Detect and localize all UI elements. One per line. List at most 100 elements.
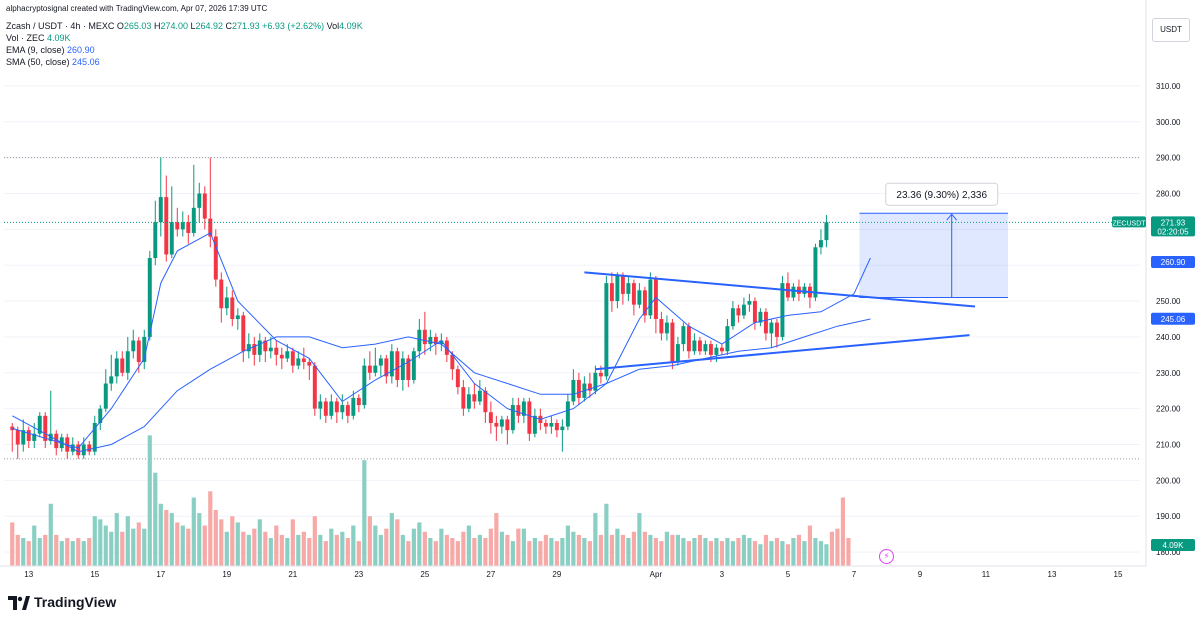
sma-50-line	[12, 318, 871, 453]
volume-bar	[15, 534, 20, 566]
volume-bar	[659, 541, 664, 566]
volume-bar	[538, 541, 543, 566]
candle-body	[76, 444, 81, 456]
candle-body	[428, 336, 433, 345]
volume-bar	[318, 534, 323, 566]
candle-body	[769, 322, 774, 334]
candle-body	[664, 322, 669, 334]
volume-legend[interactable]: Vol · ZEC 4.09K	[6, 33, 71, 44]
volume-bar	[356, 541, 361, 566]
ema-price-tag-bg	[1151, 255, 1195, 268]
high-label: H	[153, 21, 161, 31]
upper-trendline	[584, 271, 976, 308]
candle-body	[631, 283, 636, 305]
candle-body	[549, 422, 554, 427]
candle-body	[125, 351, 130, 373]
volume-bar	[340, 531, 345, 566]
volume-bar	[466, 525, 471, 566]
currency-selector[interactable]: USDT	[1152, 18, 1190, 42]
candle-body	[120, 358, 125, 373]
time-tick-label: 23	[354, 570, 363, 579]
sma-legend[interactable]: SMA (50, close) 245.06	[6, 57, 100, 68]
volume-bar	[774, 538, 780, 566]
candle-body	[692, 340, 697, 352]
volume-bar	[543, 534, 548, 566]
candle-body	[252, 344, 257, 355]
volume-bar	[835, 528, 840, 566]
volume-bar	[257, 519, 262, 566]
candle-body	[312, 365, 317, 409]
volume-bar	[213, 510, 218, 566]
candle-body	[213, 236, 218, 280]
candle-body	[433, 336, 438, 345]
axes: 180.00 190.00 200.00 210.00 220.00 230.00 240.…	[0, 0, 1195, 579]
candle-body	[488, 412, 493, 423]
volume-bar	[296, 534, 301, 566]
grid-layer	[4, 85, 1140, 553]
sma-value: 245.06	[72, 57, 100, 67]
candle-body	[48, 433, 53, 441]
volume-bar	[785, 544, 791, 566]
volume-bar	[604, 503, 609, 566]
volume-bar	[532, 538, 537, 566]
candle-body	[345, 405, 350, 416]
ema-value: 260.90	[67, 45, 95, 55]
lightning-icon[interactable]: ⚡	[879, 549, 894, 564]
volume-bar	[131, 528, 136, 566]
time-tick-label: 13	[24, 570, 33, 579]
candle-body	[389, 351, 394, 377]
candle-body	[98, 408, 103, 423]
candle-body	[719, 347, 724, 352]
volume-bar	[593, 513, 598, 566]
volume-bar	[846, 538, 851, 566]
candle-body	[703, 344, 708, 352]
candle-body	[752, 301, 757, 323]
volume-bar	[807, 525, 813, 566]
candle-body	[648, 279, 653, 316]
candle-body	[439, 340, 444, 345]
candle-body	[263, 340, 268, 352]
candle-body	[230, 297, 235, 319]
time-tick-label: 15	[90, 570, 99, 579]
volume-bar	[730, 541, 736, 566]
volume-bar	[389, 513, 394, 566]
volume-bar	[725, 538, 730, 566]
candle-body	[505, 419, 510, 431]
symbol-flag-bg	[1112, 216, 1146, 228]
candle-body	[378, 358, 383, 366]
volume-bar	[153, 472, 158, 566]
candle-body	[175, 222, 180, 230]
volume-bar	[411, 528, 416, 566]
volume-bar	[714, 538, 719, 566]
time-tick-label: 5	[786, 570, 791, 579]
volume-bar	[840, 497, 846, 566]
sma-price-tag-bg	[1151, 312, 1195, 325]
candle-body	[543, 422, 548, 427]
volume-bar	[367, 516, 372, 566]
vol-label: Vol	[326, 21, 340, 31]
volume-bar	[378, 534, 383, 566]
ema-legend[interactable]: EMA (9, close) 260.90	[6, 45, 95, 56]
volume-bar	[400, 534, 405, 566]
volume-bar	[312, 516, 317, 566]
candle-body	[411, 351, 416, 380]
candle-body	[510, 405, 515, 431]
last-price-tag: 271.93	[1161, 218, 1186, 227]
candle-body	[400, 358, 405, 380]
candle-body	[675, 344, 680, 363]
symbol-legend[interactable]: Zcash / USDT · 4h · MEXC O265.03 H274.00…	[6, 21, 363, 32]
measure-label-box	[885, 182, 999, 206]
volume-bar	[246, 534, 251, 566]
tradingview-logo-icon	[8, 596, 30, 610]
volume-bar	[428, 538, 433, 566]
price-tick-label: 210.00	[1156, 441, 1181, 450]
price-tick-label: 280.00	[1156, 190, 1181, 199]
candle-body	[653, 279, 658, 319]
price-tick-label: 250.00	[1156, 297, 1181, 306]
candle-body	[450, 354, 455, 370]
candle-body	[224, 297, 229, 309]
volume-bar	[824, 544, 829, 566]
price-tick-label: 200.00	[1156, 476, 1181, 485]
time-tick-label: 7	[852, 570, 857, 579]
